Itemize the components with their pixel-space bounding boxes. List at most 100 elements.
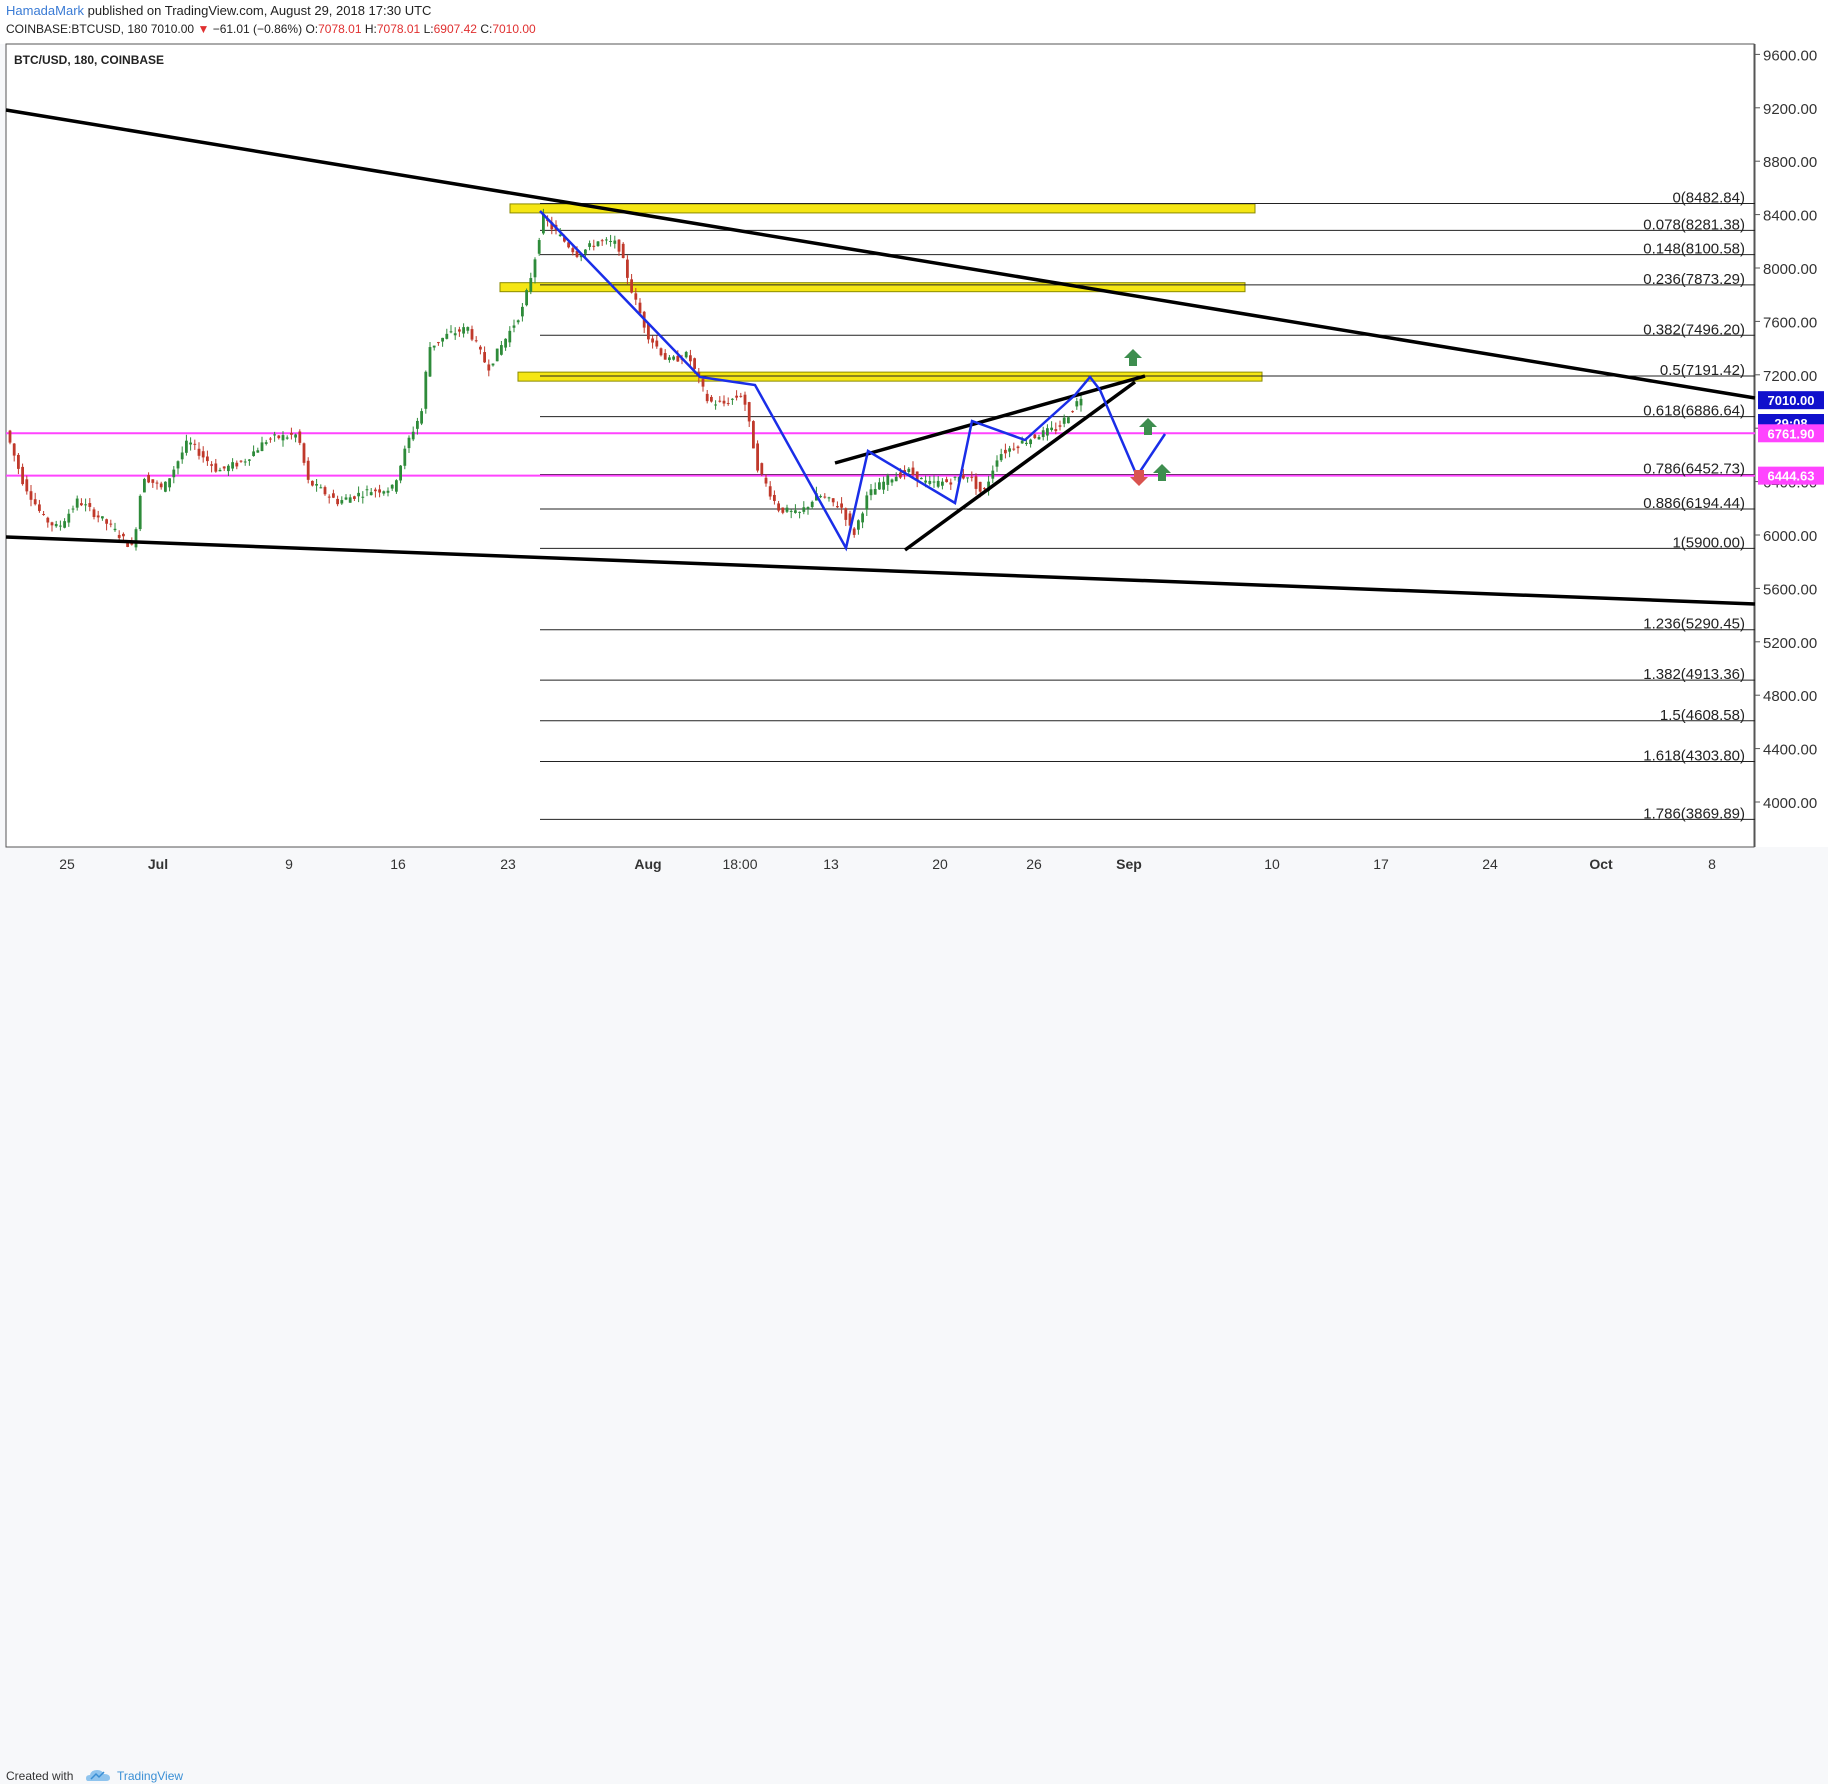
candle-body bbox=[672, 356, 675, 360]
candle-body bbox=[12, 443, 16, 456]
candle-body bbox=[222, 466, 226, 469]
candle-body bbox=[617, 239, 621, 252]
x-tick-label: Aug bbox=[634, 856, 661, 872]
candle-body bbox=[1020, 440, 1024, 444]
candle-body bbox=[374, 489, 377, 492]
candle-body bbox=[731, 398, 734, 400]
y-tick-label: 7200.00 bbox=[1763, 368, 1817, 385]
fib-level-label: 0.236(7873.29) bbox=[1643, 271, 1745, 288]
x-tick-label: 9 bbox=[285, 856, 293, 872]
y-tick-label: 5200.00 bbox=[1763, 635, 1817, 652]
candle-body bbox=[920, 477, 923, 480]
candle-body bbox=[579, 255, 583, 258]
candle-body bbox=[857, 520, 860, 530]
price-change: −61.01 (−0.86%) bbox=[212, 22, 303, 36]
candle-body bbox=[638, 302, 642, 314]
candle-body bbox=[80, 503, 83, 506]
low-label: L: bbox=[423, 22, 434, 36]
candle-body bbox=[945, 479, 948, 483]
price-axis[interactable] bbox=[1755, 44, 1828, 847]
candle-body bbox=[185, 440, 188, 453]
candle-body bbox=[235, 462, 239, 467]
candle-body bbox=[1075, 401, 1079, 407]
high-label: H: bbox=[364, 22, 377, 36]
candle-body bbox=[932, 481, 936, 483]
candle-body bbox=[878, 482, 881, 490]
candle-body bbox=[432, 345, 436, 348]
candle-body bbox=[1008, 448, 1011, 452]
candle-body bbox=[621, 243, 625, 259]
candle-body bbox=[630, 279, 633, 293]
x-tick-label: Sep bbox=[1116, 856, 1142, 872]
candle-body bbox=[277, 435, 281, 439]
candle-body bbox=[936, 480, 940, 487]
candle-body bbox=[705, 393, 709, 402]
candle-body bbox=[71, 508, 75, 510]
candle-body bbox=[756, 443, 759, 471]
candle-body bbox=[17, 454, 20, 469]
candle-body bbox=[592, 245, 596, 247]
candle-body bbox=[306, 460, 310, 480]
candle-body bbox=[390, 484, 394, 489]
candle-body bbox=[537, 240, 541, 254]
fib-level-label: 1.382(4913.36) bbox=[1643, 666, 1745, 683]
candle-body bbox=[353, 496, 356, 499]
candle-body bbox=[84, 504, 87, 506]
candle-body bbox=[155, 482, 159, 484]
candle-body bbox=[634, 293, 638, 300]
candle-body bbox=[122, 533, 125, 537]
candle-body bbox=[911, 467, 915, 475]
y-tick-label: 8400.00 bbox=[1763, 208, 1817, 225]
candle-body bbox=[567, 242, 570, 248]
tradingview-brand-link[interactable]: TradingView bbox=[117, 1769, 184, 1783]
candle-body bbox=[1016, 446, 1020, 449]
candle-body bbox=[231, 462, 234, 469]
candle-body bbox=[970, 476, 974, 478]
header-bar: HamadaMark published on TradingView.com,… bbox=[0, 0, 1828, 44]
candle-body bbox=[180, 452, 184, 460]
candle-body bbox=[474, 340, 478, 342]
candle-body bbox=[500, 345, 503, 355]
candle-body bbox=[684, 351, 688, 358]
candle-body bbox=[281, 435, 285, 441]
candle-body bbox=[798, 511, 801, 513]
candle-body bbox=[974, 476, 978, 489]
author-link[interactable]: HamadaMark bbox=[6, 3, 85, 18]
fib-level-label: 0.5(7191.42) bbox=[1660, 362, 1745, 379]
candle-body bbox=[542, 213, 545, 234]
candle-body bbox=[172, 469, 176, 478]
candle-body bbox=[1012, 448, 1016, 450]
y-tick-label: 6000.00 bbox=[1763, 528, 1817, 545]
fib-level-label: 1.236(5290.45) bbox=[1643, 616, 1745, 633]
candle-body bbox=[613, 240, 617, 244]
candle-body bbox=[109, 523, 113, 525]
candle-body bbox=[336, 498, 339, 505]
candle-body bbox=[768, 486, 772, 497]
candle-body bbox=[441, 337, 444, 342]
drawings bbox=[5, 108, 1756, 606]
candle-body bbox=[59, 525, 62, 527]
y-tick-label: 4400.00 bbox=[1763, 742, 1817, 759]
candle-body bbox=[806, 507, 810, 509]
candle-body bbox=[382, 491, 386, 494]
candle-body bbox=[978, 481, 982, 492]
fib-zone-1 bbox=[499, 282, 1246, 293]
published-text: published on TradingView.com, August 29,… bbox=[87, 3, 432, 18]
y-tick-label: 8000.00 bbox=[1763, 261, 1817, 278]
x-tick-label: Oct bbox=[1589, 856, 1613, 872]
close-value: 7010.00 bbox=[492, 22, 536, 36]
candle-body bbox=[726, 403, 730, 405]
candle-body bbox=[882, 481, 885, 490]
lower-trendline bbox=[5, 535, 1756, 606]
candle-body bbox=[693, 358, 696, 369]
price-chart[interactable]: 0(8482.84) 0.078(8281.38) 0.148(8100.58) 0.… bbox=[0, 0, 1828, 880]
candle-body bbox=[663, 353, 667, 360]
last-price-tag: 7010.00 bbox=[1768, 393, 1815, 408]
candle-body bbox=[252, 451, 255, 457]
candle-body bbox=[151, 479, 155, 483]
candle-body bbox=[861, 513, 864, 523]
candle-body bbox=[991, 470, 995, 479]
candle-body bbox=[25, 479, 29, 492]
candle-body bbox=[50, 522, 54, 526]
